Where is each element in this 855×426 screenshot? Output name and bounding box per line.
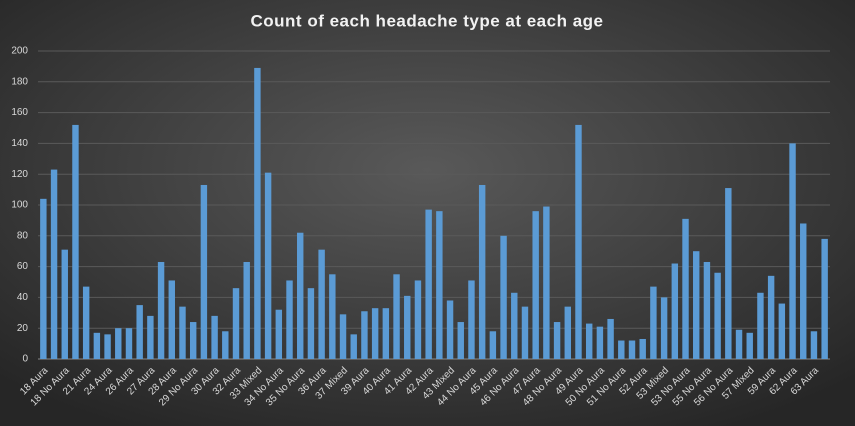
bar	[821, 238, 828, 359]
bar	[93, 332, 101, 359]
bar	[532, 211, 539, 359]
bar	[232, 288, 240, 359]
bar	[757, 292, 764, 359]
bar	[361, 311, 368, 359]
bar	[478, 184, 486, 359]
bar	[735, 329, 743, 359]
bar	[329, 274, 336, 359]
bar	[157, 261, 165, 359]
bar	[414, 280, 422, 359]
bar	[489, 331, 497, 359]
bar	[650, 286, 657, 359]
bar	[746, 332, 753, 359]
bar	[436, 211, 443, 359]
bar	[393, 274, 400, 359]
bar	[50, 169, 58, 359]
bar	[425, 209, 432, 359]
bar	[179, 306, 186, 359]
bar	[446, 300, 454, 359]
bar	[404, 295, 411, 359]
bar	[125, 328, 133, 359]
bar	[147, 315, 154, 359]
bar	[660, 297, 668, 359]
bar	[275, 309, 283, 359]
bar	[564, 306, 571, 359]
bar	[618, 340, 625, 359]
bar	[243, 261, 250, 359]
bar	[297, 232, 304, 359]
y-tick-label: 20	[17, 323, 29, 334]
bar	[457, 322, 464, 359]
bar	[72, 124, 79, 359]
bar	[339, 314, 347, 359]
bar	[810, 331, 818, 359]
bar	[200, 184, 208, 359]
bar	[371, 308, 379, 359]
bar	[575, 124, 582, 359]
bar	[468, 280, 475, 359]
y-tick-label: 140	[11, 138, 28, 149]
bar	[82, 286, 90, 359]
y-tick-label: 100	[11, 200, 28, 211]
bar	[104, 334, 111, 359]
bar	[350, 334, 357, 359]
bar	[789, 143, 796, 359]
bar	[61, 249, 68, 359]
bar	[553, 322, 561, 359]
y-tick-label: 180	[11, 76, 28, 87]
bar	[521, 306, 529, 359]
bar	[543, 206, 550, 359]
y-tick-label: 120	[11, 169, 28, 180]
bar	[318, 249, 325, 359]
bar	[168, 280, 175, 359]
bar	[607, 318, 614, 359]
y-tick-label: 40	[17, 292, 29, 303]
bar	[714, 272, 721, 359]
y-tick-label: 60	[17, 261, 29, 272]
bar	[264, 172, 272, 359]
bar	[286, 280, 293, 359]
bar	[671, 263, 679, 359]
bar	[211, 315, 218, 359]
bar	[725, 188, 732, 359]
y-tick-label: 200	[11, 46, 28, 57]
y-tick-label: 0	[22, 354, 28, 365]
bar	[703, 261, 711, 359]
bar	[500, 235, 507, 359]
bar	[767, 275, 775, 359]
bar	[585, 323, 593, 359]
bar	[254, 67, 261, 359]
bar	[596, 326, 604, 359]
bar	[628, 340, 636, 359]
bar	[382, 308, 390, 359]
bar	[115, 328, 122, 359]
bar	[40, 198, 47, 359]
bar	[189, 322, 197, 359]
bar	[222, 331, 229, 359]
y-tick-label: 80	[17, 230, 29, 241]
bar	[693, 251, 700, 359]
bar	[511, 292, 518, 359]
bar	[136, 305, 143, 359]
bar	[682, 218, 689, 359]
bar	[800, 223, 807, 359]
bar	[778, 303, 786, 359]
bar	[639, 338, 646, 359]
y-tick-label: 160	[11, 107, 28, 118]
bar	[307, 288, 315, 359]
chart-title: Count of each headache type at each age	[251, 11, 604, 30]
